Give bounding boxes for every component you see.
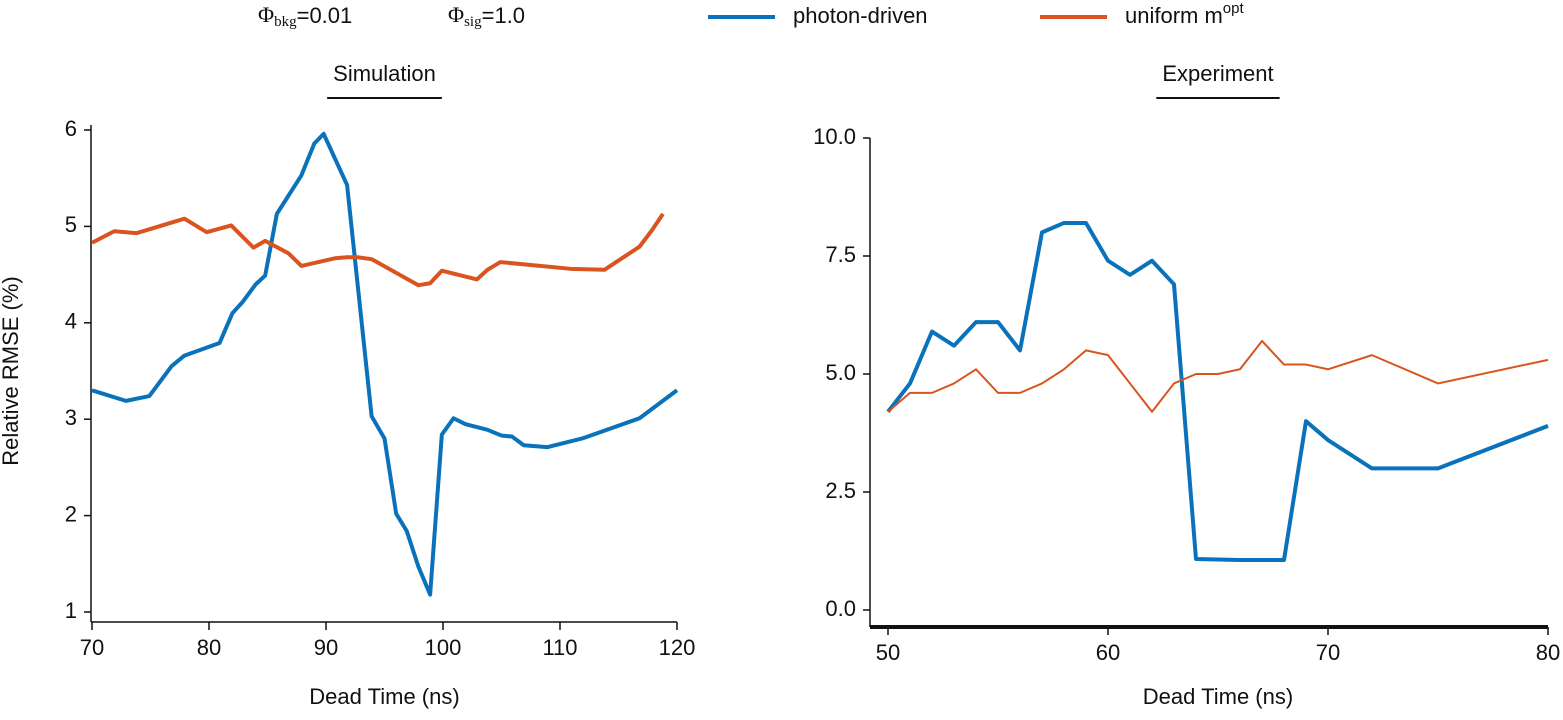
y-axis-label: Relative RMSE (%) [0, 276, 23, 465]
x-tick-label: 80 [1536, 640, 1560, 665]
y-tick-label: 6 [65, 116, 77, 141]
x-tick-label: 80 [197, 635, 221, 660]
y-tick-label: 2 [65, 501, 77, 526]
y-tick-label: 4 [65, 309, 77, 334]
x-tick-label: 70 [80, 635, 104, 660]
series-line [886, 220, 1549, 562]
y-tick-label: 5 [65, 212, 77, 237]
x-tick-label: 50 [876, 640, 900, 665]
series-line [91, 212, 665, 288]
legend-label: photon-driven [793, 3, 928, 28]
x-tick-label: 100 [425, 635, 462, 660]
legend: photon-driven uniform mopt [708, 0, 1244, 28]
chart-title: Simulation [333, 61, 436, 86]
annotation: Φbkg=0.01 [258, 2, 352, 30]
chart-title: Experiment [1162, 61, 1273, 86]
annotation-text: =0.01 [297, 3, 353, 28]
y-tick-label: 2.5 [825, 478, 856, 503]
x-tick-label: 70 [1316, 640, 1340, 665]
annotation-subscript: sig [464, 14, 482, 30]
x-tick-label: 120 [659, 635, 696, 660]
y-tick-label: 3 [65, 405, 77, 430]
y-tick-label: 10.0 [813, 124, 856, 149]
series-line [91, 131, 679, 597]
y-tick-label: 5.0 [825, 360, 856, 385]
annotation-text: =1.0 [482, 3, 525, 28]
y-tick-label: 0.0 [825, 596, 856, 621]
legend-name: photon-driven [793, 3, 928, 28]
legend-name: uniform m [1125, 3, 1223, 28]
x-tick-label: 110 [542, 635, 577, 660]
legend-superscript: opt [1223, 0, 1245, 17]
series-line [887, 339, 1549, 413]
legend-label: uniform mopt [1125, 0, 1244, 28]
y-tick-label: 7.5 [825, 242, 856, 267]
x-tick-label: 60 [1096, 640, 1120, 665]
annotation-subscript: bkg [274, 14, 297, 30]
annotation: Φsig=1.0 [448, 2, 525, 30]
x-axis-label: Dead Time (ns) [309, 684, 459, 709]
y-tick-label: 1 [65, 598, 77, 623]
x-axis-label: Dead Time (ns) [1143, 684, 1293, 709]
annotation-symbol: Φ [448, 2, 464, 27]
annotation-symbol: Φ [258, 2, 274, 27]
x-tick-label: 90 [314, 635, 338, 660]
